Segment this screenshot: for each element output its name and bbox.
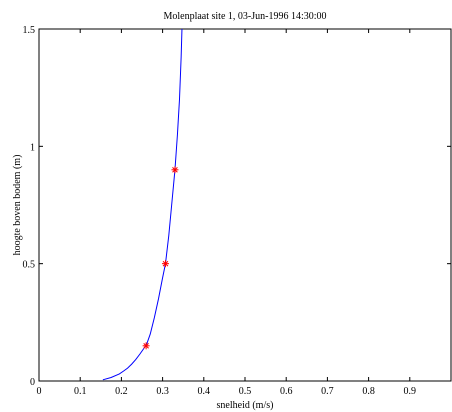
- velocity-profile-line: [102, 28, 183, 381]
- measurement-point-marker: [171, 166, 179, 174]
- chart-title: Molenplaat site 1, 03-Jun-1996 14:30:00: [163, 11, 326, 22]
- x-tick-label: 0.8: [362, 386, 375, 397]
- x-tick-label: 0.6: [280, 386, 293, 397]
- y-axis: 0 0.5 1 1.5: [23, 25, 451, 388]
- y-tick-label: 1.5: [23, 25, 36, 36]
- y-tick-label: 0: [30, 377, 35, 388]
- plot-area: [38, 28, 452, 382]
- y-tick-label: 1: [30, 142, 35, 153]
- x-tick-label: 0.1: [74, 386, 87, 397]
- measurement-point-marker: [161, 260, 169, 268]
- x-tick-label: 0: [37, 386, 42, 397]
- x-tick-label: 0.4: [198, 386, 211, 397]
- x-tick-label: 0.7: [321, 386, 334, 397]
- x-axis-title: snelheid (m/s): [217, 400, 274, 411]
- y-axis-title: hoogte boven bodem (m): [12, 155, 23, 256]
- x-tick-label: 0.9: [404, 386, 417, 397]
- y-tick-label: 0.5: [23, 260, 36, 271]
- x-tick-label: 0.2: [115, 386, 128, 397]
- x-axis: 0 0.1 0.2 0.3 0.4 0.5 0.6 0.7 0.8 0.9: [37, 29, 417, 397]
- x-tick-label: 0.3: [156, 386, 169, 397]
- x-tick-label: 0.5: [239, 386, 252, 397]
- plot-content: [102, 28, 183, 381]
- measurement-point-marker: [142, 342, 150, 350]
